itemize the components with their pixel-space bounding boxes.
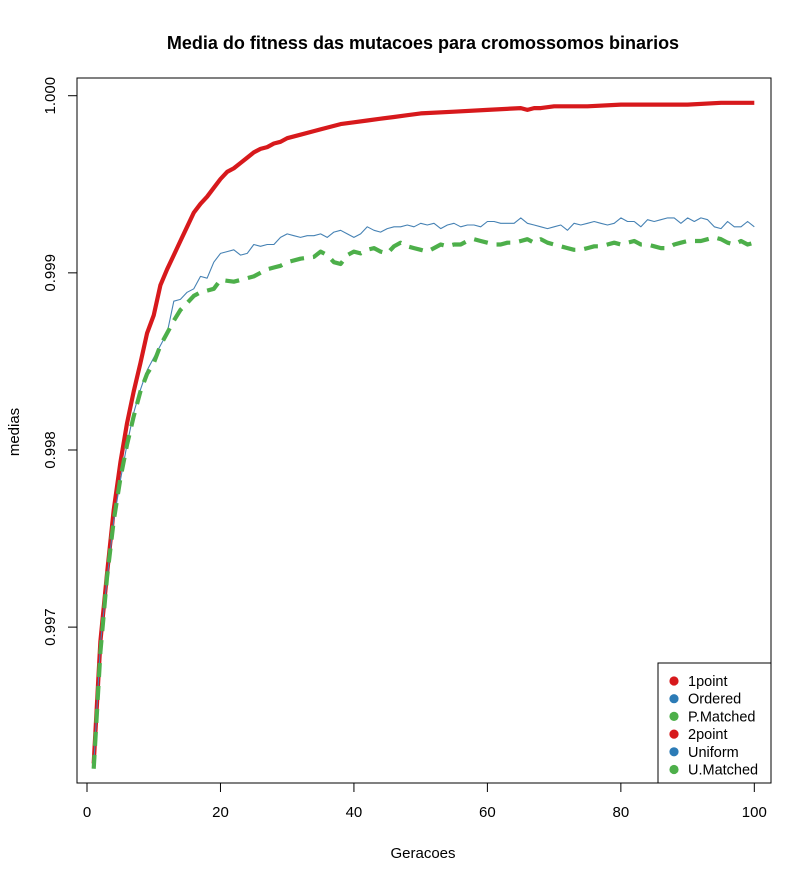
y-axis: 0.997 0.998 0.999 1.000: [42, 77, 78, 646]
legend-marker: [669, 729, 679, 739]
x-tick-label: 20: [212, 804, 229, 821]
y-tick-label: 0.997: [42, 608, 59, 646]
x-tick-label: 40: [346, 804, 363, 821]
series-layer: [91, 100, 755, 769]
x-axis: 0 20 40 60 80 100: [83, 782, 767, 821]
legend-marker: [669, 711, 679, 722]
y-tick-label: 1.000: [42, 77, 59, 115]
x-tick-label: 80: [613, 804, 630, 821]
y-axis-label: medias: [6, 408, 23, 456]
legend-marker: [669, 764, 679, 775]
legend-label: Ordered: [688, 692, 741, 708]
legend-label: 1point: [688, 674, 728, 690]
x-tick-label: 60: [479, 804, 496, 821]
y-tick-label: 0.998: [42, 431, 59, 469]
chart-title: Media do fitness das mutacoes para cromo…: [167, 33, 679, 53]
series-line-2point: [91, 100, 755, 764]
legend-label: 2point: [688, 727, 728, 743]
legend-label: U.Matched: [688, 763, 758, 779]
legend-marker: [669, 676, 679, 686]
x-axis-label: Geracoes: [390, 845, 455, 862]
y-tick-label: 0.999: [42, 254, 59, 292]
x-tick-label: 0: [83, 804, 91, 821]
series-line-u-matched: [91, 235, 755, 769]
legend-label: P.Matched: [688, 709, 755, 725]
series-line-uniform: [93, 217, 755, 768]
legend-marker: [669, 694, 679, 704]
x-tick-label: 100: [742, 804, 767, 821]
legend-marker: [669, 747, 679, 757]
legend-label: Uniform: [688, 745, 739, 761]
